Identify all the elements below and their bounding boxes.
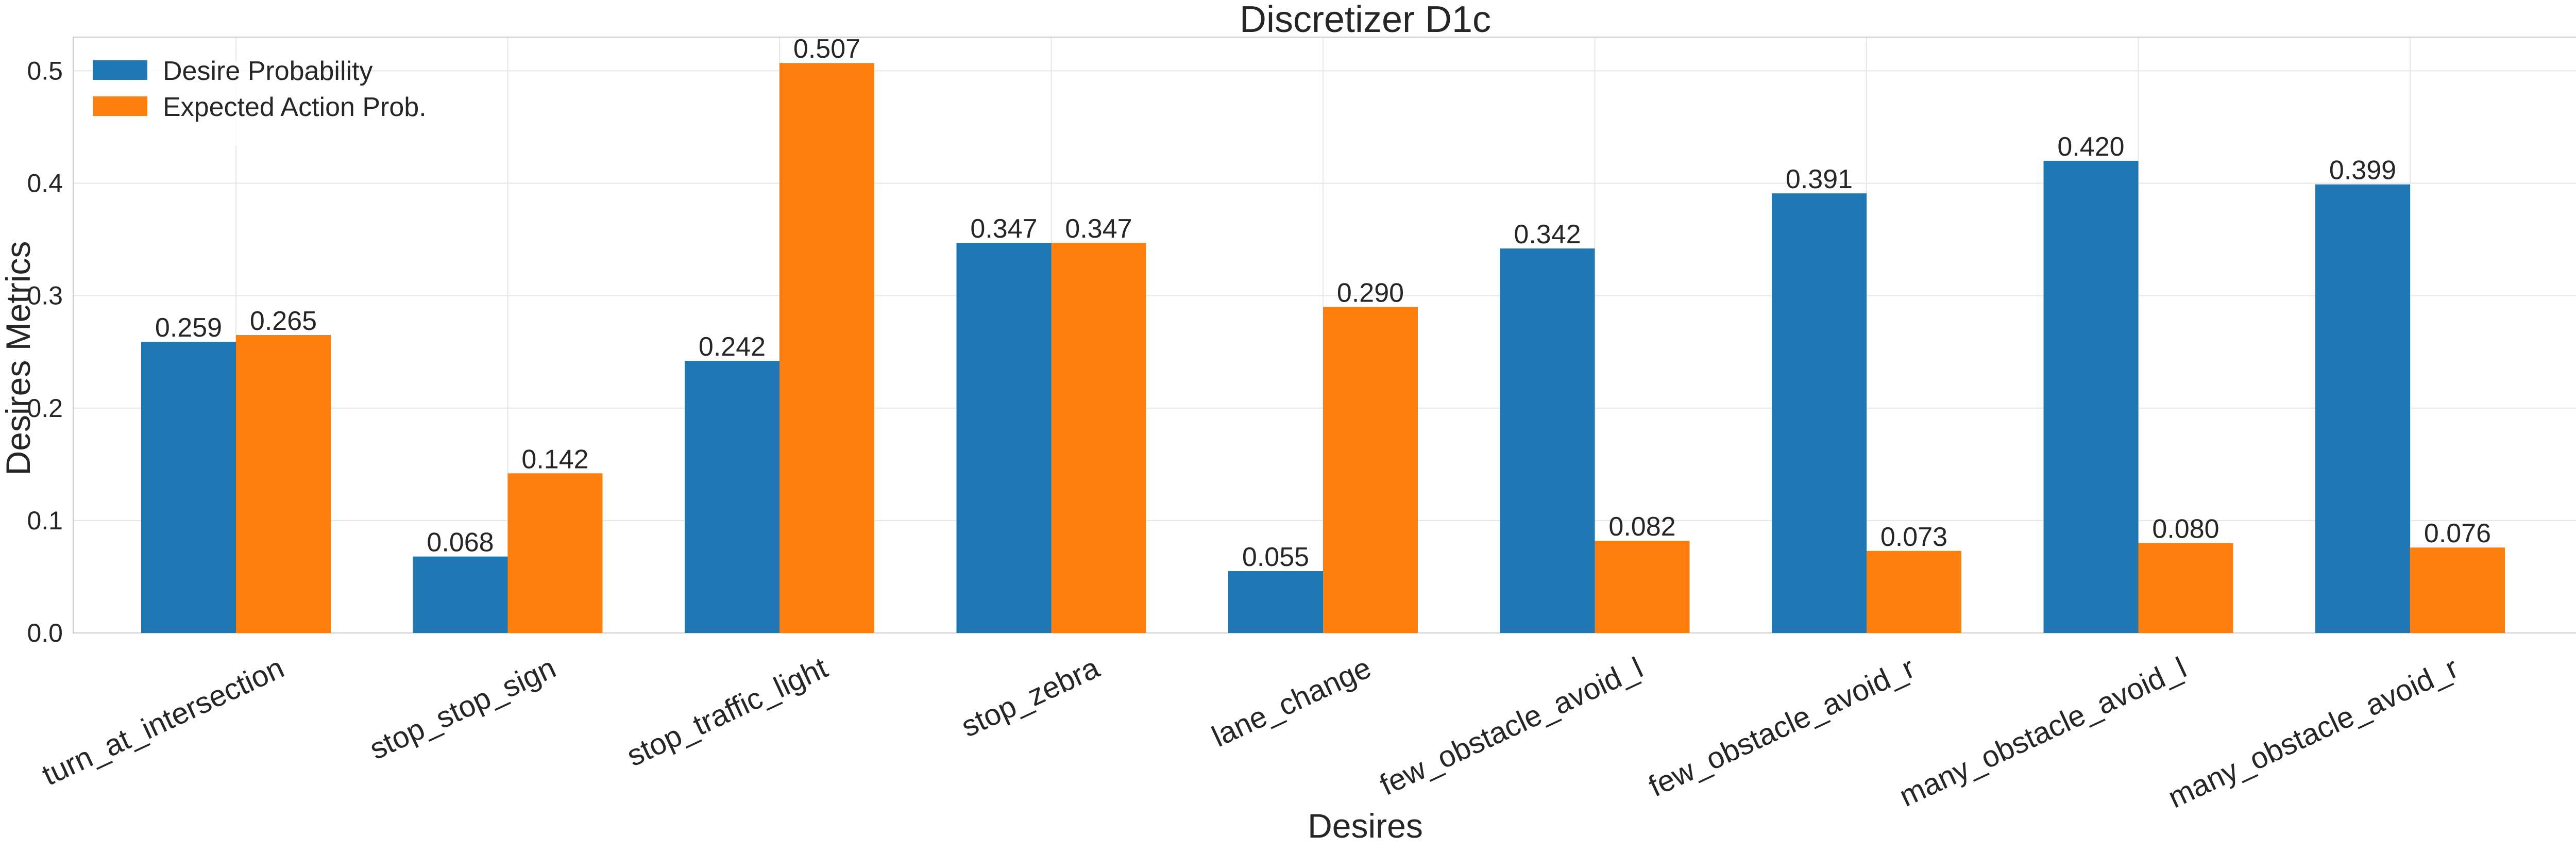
chart-title: Discretizer D1c xyxy=(1240,0,1491,40)
x-axis-label: Desires xyxy=(1308,807,1423,845)
bar-expected-action-prob-few-obstacle-avoid-r xyxy=(1867,550,1961,633)
bar-expected-action-prob-many-obstacle-avoid-l xyxy=(2138,543,2233,633)
bar-expected-action-prob-stop-traffic-light xyxy=(779,63,874,633)
bar-desire-probability-lane-change xyxy=(1228,571,1323,633)
y-tick-label: 0.4 xyxy=(27,169,63,198)
y-tick-label: 0.1 xyxy=(27,506,63,535)
y-tick-label: 0.3 xyxy=(27,281,63,310)
data-labels: 0.259 0.265 0.068 0.142 0.242 0.507 0.347 0.347… xyxy=(155,34,2491,572)
y-axis-label: Desires Metrics xyxy=(0,241,37,476)
data-label-expected-action-prob-few-obstacle-avoid-r: 0.073 xyxy=(1880,522,1947,552)
data-label-expected-action-prob-few-obstacle-avoid-l: 0.082 xyxy=(1608,512,1675,542)
legend-swatch-expected-action-prob xyxy=(93,96,147,116)
bar-desire-probability-few-obstacle-avoid-l xyxy=(1500,248,1595,633)
bar-expected-action-prob-stop-stop-sign xyxy=(507,473,603,633)
bar-desire-probability-many-obstacle-avoid-r xyxy=(2315,184,2410,633)
data-label-expected-action-prob-stop-zebra: 0.347 xyxy=(1065,214,1132,244)
bar-desire-probability-stop-traffic-light xyxy=(685,361,779,633)
data-label-expected-action-prob-turn-at-intersection: 0.265 xyxy=(250,306,317,336)
bar-desire-probability-few-obstacle-avoid-r xyxy=(1772,193,1867,633)
bar-expected-action-prob-stop-zebra xyxy=(1051,243,1146,633)
bar-desire-probability-many-obstacle-avoid-l xyxy=(2043,160,2139,633)
bar-expected-action-prob-lane-change xyxy=(1323,307,1418,633)
data-label-desire-probability-turn-at-intersection: 0.259 xyxy=(155,313,222,343)
data-label-desire-probability-few-obstacle-avoid-r: 0.391 xyxy=(1786,164,1853,194)
bar-desire-probability-stop-zebra xyxy=(956,243,1052,633)
data-label-desire-probability-many-obstacle-avoid-l: 0.420 xyxy=(2057,132,2124,162)
bar-desire-probability-turn-at-intersection xyxy=(141,342,236,633)
legend-swatch-desire-probability xyxy=(93,60,147,80)
y-tick-label: 0.5 xyxy=(27,56,63,85)
bar-expected-action-prob-many-obstacle-avoid-r xyxy=(2410,547,2505,633)
y-tick-label: 0.2 xyxy=(27,394,63,423)
data-label-expected-action-prob-many-obstacle-avoid-r: 0.076 xyxy=(2424,519,2491,548)
bar-expected-action-prob-few-obstacle-avoid-l xyxy=(1595,541,1690,633)
bars xyxy=(141,63,2505,633)
data-label-desire-probability-stop-stop-sign: 0.068 xyxy=(427,528,494,558)
y-axis-ticks: 0.0 0.1 0.2 0.3 0.4 0.5 xyxy=(27,56,63,647)
bar-expected-action-prob-turn-at-intersection xyxy=(236,335,331,633)
legend-label-expected-action-prob: Expected Action Prob. xyxy=(163,92,427,122)
data-label-expected-action-prob-stop-stop-sign: 0.142 xyxy=(521,444,588,474)
data-label-expected-action-prob-stop-traffic-light: 0.507 xyxy=(793,34,860,64)
y-tick-label: 0.0 xyxy=(27,619,63,647)
data-label-desire-probability-few-obstacle-avoid-l: 0.342 xyxy=(1514,220,1581,249)
legend-label-desire-probability: Desire Probability xyxy=(163,56,373,86)
data-label-expected-action-prob-many-obstacle-avoid-l: 0.080 xyxy=(2152,514,2219,544)
data-label-desire-probability-stop-zebra: 0.347 xyxy=(970,214,1037,244)
data-label-expected-action-prob-lane-change: 0.290 xyxy=(1337,278,1404,308)
data-label-desire-probability-many-obstacle-avoid-r: 0.399 xyxy=(2329,156,2396,186)
bar-desire-probability-stop-stop-sign xyxy=(413,556,508,633)
data-label-desire-probability-lane-change: 0.055 xyxy=(1242,542,1309,572)
data-label-desire-probability-stop-traffic-light: 0.242 xyxy=(699,332,766,362)
legend: Desire Probability Expected Action Prob. xyxy=(92,56,427,146)
